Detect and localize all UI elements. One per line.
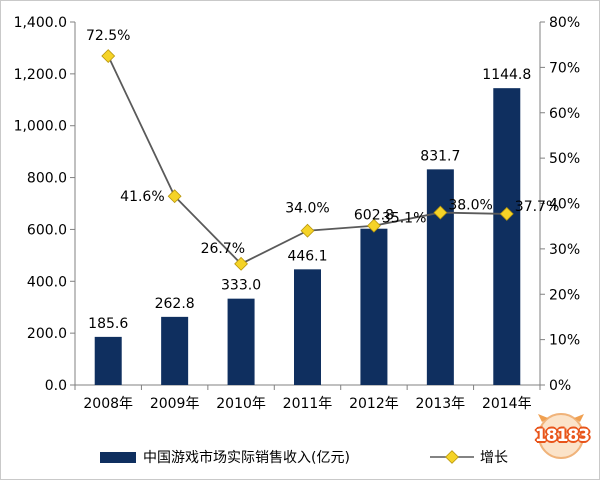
x-tick-label: 2010年	[216, 396, 266, 412]
watermark-badge	[538, 413, 584, 459]
x-tick-label: 2008年	[83, 396, 133, 412]
growth-data-label: 26.7%	[201, 241, 245, 257]
bar-data-label: 446.1	[287, 248, 327, 264]
y-left-tick-label: 1,000.0	[14, 119, 67, 135]
legend-swatch-revenue	[100, 452, 136, 463]
x-tick-label: 2012年	[349, 396, 399, 412]
watermark-logo: 18183	[528, 408, 594, 470]
x-tick-label: 2009年	[150, 396, 200, 412]
y-left-tick-label: 400.0	[27, 274, 67, 290]
bar-data-label: 831.7	[420, 148, 460, 164]
y-right-tick-label: 70%	[549, 60, 580, 76]
x-tick-label: 2011年	[283, 396, 333, 412]
y-right-tick-label: 80%	[549, 15, 580, 31]
y-right-tick-label: 60%	[549, 106, 580, 122]
bar-data-label: 185.6	[88, 316, 128, 332]
bar-data-label: 333.0	[221, 278, 261, 294]
bar-revenue-2	[227, 298, 255, 385]
bar-revenue-3	[294, 269, 321, 385]
y-right-tick-label: 10%	[549, 333, 580, 349]
y-left-tick-label: 1,200.0	[14, 67, 67, 83]
bar-revenue-1	[161, 316, 189, 385]
y-left-tick-label: 600.0	[27, 222, 67, 238]
y-left-tick-label: 1,400.0	[14, 15, 67, 31]
growth-data-label: 37.7%	[515, 199, 559, 215]
growth-data-label: 38.0%	[448, 198, 492, 214]
y-right-tick-label: 50%	[549, 151, 580, 167]
growth-marker-4	[366, 218, 381, 233]
legend-swatch-growth-marker	[445, 450, 459, 464]
growth-data-label: 35.1%	[382, 211, 426, 227]
watermark-graphic	[538, 413, 584, 459]
bar-revenue-5	[426, 169, 454, 385]
y-left-tick-label: 200.0	[27, 326, 67, 342]
bar-revenue-4	[360, 228, 388, 385]
watermark-ear-right	[574, 414, 584, 422]
growth-marker-6	[499, 207, 514, 221]
bar-revenue-0	[94, 336, 122, 385]
legend-label-growth: 增长	[480, 450, 508, 466]
bar-data-label: 1144.8	[482, 67, 531, 83]
watermark-ear-left	[538, 414, 548, 422]
growth-marker-5	[433, 205, 448, 220]
bar-data-label: 602.8	[354, 208, 394, 224]
watermark-text: 18183	[534, 426, 590, 446]
growth-marker-3	[300, 223, 315, 238]
y-right-tick-label: 20%	[549, 287, 580, 303]
growth-data-label: 34.0%	[285, 201, 329, 217]
bar-data-label: 262.8	[155, 296, 195, 312]
y-right-tick-label: 30%	[549, 242, 580, 258]
y-right-tick-label: 0%	[549, 378, 571, 394]
growth-marker-0	[101, 49, 116, 63]
x-tick-label: 2014年	[482, 396, 532, 412]
y-left-tick-label: 0.0	[45, 378, 67, 394]
y-left-tick-label: 800.0	[27, 171, 67, 187]
growth-marker-2	[234, 256, 249, 271]
growth-data-label: 72.5%	[86, 28, 130, 44]
legend-label-revenue: 中国游戏市场实际销售收入(亿元)	[143, 449, 350, 466]
plot-area: 0.0 200.0 400.0 600.0 800.0 1,000.0 1,200.0 1,4…	[14, 15, 581, 412]
growth-data-label: 41.6%	[120, 189, 164, 205]
x-tick-label: 2013年	[416, 396, 466, 412]
bar-revenue-6	[493, 88, 521, 386]
legend: 中国游戏市场实际销售收入(亿元) 增长	[100, 449, 508, 466]
y-right-tick-label: 40%	[549, 197, 580, 213]
growth-marker-1	[167, 189, 182, 204]
